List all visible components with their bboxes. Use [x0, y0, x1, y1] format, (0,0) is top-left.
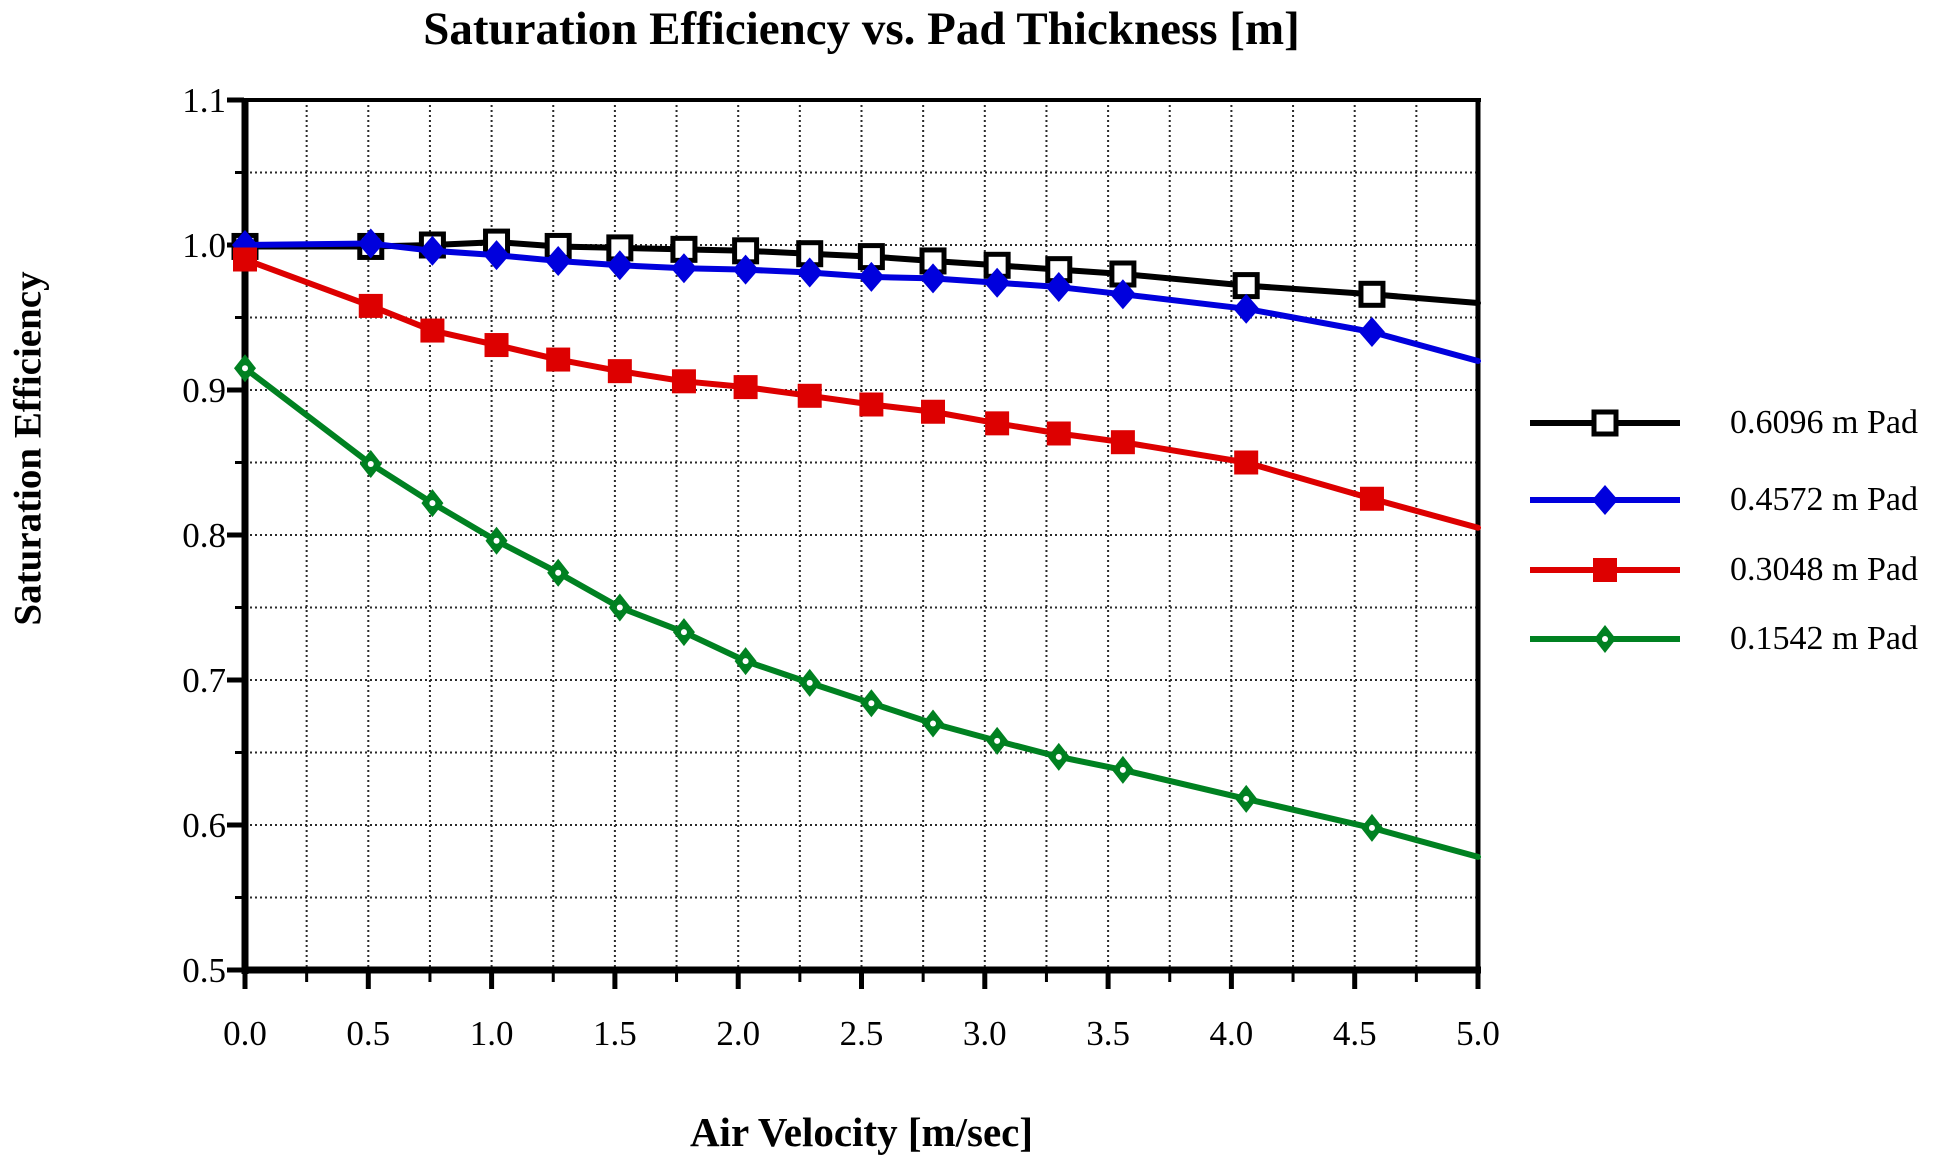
legend-marker: [1602, 636, 1608, 642]
series-marker-center-dot: [367, 460, 374, 467]
series-marker-center-dot: [680, 629, 687, 636]
legend-marker-swatch: [1530, 409, 1680, 437]
series-marker-center-dot: [1119, 766, 1126, 773]
y-tick-label: 0.8: [182, 516, 226, 555]
y-tick-label: 1.0: [182, 226, 226, 265]
series-marker-center-dot: [806, 679, 813, 686]
y-tick-label: 0.7: [182, 661, 226, 700]
y-tick-label: 0.5: [182, 951, 226, 990]
series-marker: [858, 261, 885, 292]
legend-label: 0.6096 m Pad: [1730, 404, 1918, 441]
x-tick-label: 1.0: [470, 1014, 514, 1053]
series-marker: [1358, 280, 1386, 308]
series-marker: [357, 228, 384, 259]
x-tick-label: 4.5: [1333, 1014, 1377, 1053]
y-tick-label: 0.6: [182, 806, 226, 845]
legend-label: 0.1542 m Pad: [1730, 620, 1918, 657]
series-marker-center-dot: [930, 720, 937, 727]
x-tick-label: 4.0: [1210, 1014, 1254, 1053]
legend-marker: [1591, 409, 1619, 437]
legend-label: 0.3048 m Pad: [1730, 551, 1918, 588]
series-marker: [1232, 272, 1260, 300]
series-marker: [419, 235, 446, 266]
series-marker: [1109, 279, 1136, 310]
legend-item: 0.1542 m Pad: [1528, 617, 1941, 661]
series-marker: [233, 247, 257, 272]
series-marker: [797, 383, 822, 408]
series-marker: [1233, 293, 1260, 324]
chart-title: Saturation Efficiency vs. Pad Thickness …: [423, 3, 1300, 55]
legend-marker-swatch: [1530, 558, 1680, 582]
legend-marker-swatch: [1530, 625, 1680, 653]
series-marker: [420, 318, 445, 343]
series-marker-center-dot: [429, 500, 436, 507]
x-tick-label: 5.0: [1456, 1014, 1500, 1053]
series-marker: [546, 347, 571, 372]
x-tick-label: 3.5: [1086, 1014, 1130, 1053]
series-marker: [796, 257, 823, 288]
series-marker: [358, 293, 383, 318]
series-marker-center-dot: [1243, 795, 1250, 802]
series-marker-center-dot: [1368, 824, 1375, 831]
x-tick-label: 2.0: [716, 1014, 760, 1053]
series-marker-center-dot: [994, 737, 1001, 744]
x-tick-label: 2.5: [840, 1014, 884, 1053]
series-marker-center-dot: [868, 700, 875, 707]
series-marker: [921, 399, 946, 424]
y-tick-label: 0.9: [182, 371, 226, 410]
series-marker: [606, 250, 633, 281]
y-tick-label: 1.1: [182, 81, 226, 120]
y-axis-title: Saturation Efficiency: [6, 271, 50, 626]
series-marker: [671, 369, 696, 394]
series-marker-center-dot: [555, 569, 562, 576]
x-axis-title: Air Velocity [m/sec]: [689, 1109, 1034, 1155]
legend-item: 0.6096 m Pad: [1528, 401, 1941, 445]
series-marker: [1045, 272, 1072, 303]
series-marker-center-dot: [1055, 753, 1062, 760]
x-tick-label: 0.5: [346, 1014, 390, 1053]
series-marker-center-dot: [242, 365, 248, 372]
series-marker: [1046, 421, 1071, 446]
legend-label: 0.4572 m Pad: [1730, 481, 1918, 518]
legend-item: 0.4572 m Pad: [1528, 478, 1941, 522]
x-tick-label: 1.5: [593, 1014, 637, 1053]
legend-marker: [1593, 558, 1617, 582]
series-marker: [484, 333, 509, 358]
series-marker: [1234, 450, 1259, 475]
x-tick-label: 3.0: [963, 1014, 1007, 1053]
series-marker: [733, 375, 758, 400]
legend-marker: [1592, 485, 1618, 515]
series-marker: [545, 245, 572, 276]
series-marker: [985, 411, 1010, 436]
x-tick-label: 0.0: [223, 1014, 267, 1053]
series-marker: [1358, 317, 1385, 347]
series-marker: [607, 359, 632, 384]
series-marker: [920, 263, 947, 294]
series-marker-center-dot: [616, 604, 623, 611]
series-marker: [984, 267, 1011, 298]
series-marker: [483, 240, 510, 271]
series-marker: [670, 253, 697, 284]
series-marker: [732, 254, 759, 285]
legend-item: 0.3048 m Pad: [1528, 548, 1941, 592]
legend-marker-swatch: [1530, 485, 1680, 515]
series-marker: [859, 392, 884, 417]
series-marker-center-dot: [742, 658, 749, 665]
series-marker-center-dot: [493, 537, 500, 544]
series-marker: [1359, 486, 1384, 511]
series-marker: [1110, 430, 1135, 455]
